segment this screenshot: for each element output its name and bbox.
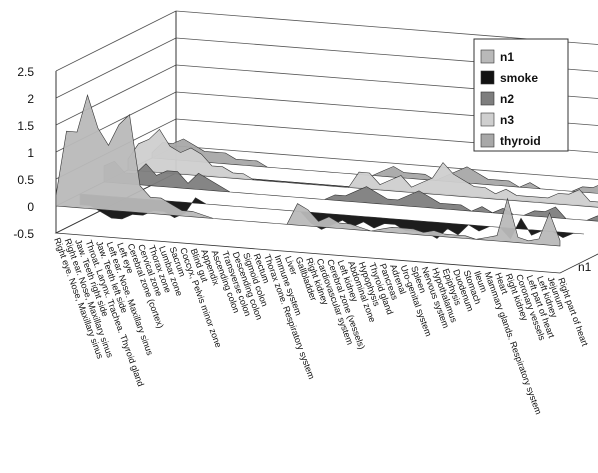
legend-label-thyroid: thyroid bbox=[500, 134, 541, 148]
gridline-side bbox=[55, 64, 177, 126]
legend-swatch-n3 bbox=[480, 112, 495, 127]
gridline bbox=[175, 10, 598, 45]
y-tick-label: -0.5 bbox=[13, 227, 34, 241]
legend: n1 smoke n2 n3 thyroid bbox=[473, 38, 569, 152]
y-axis-ticks: 2.5 2 1.5 1 0.5 0 -0.5 bbox=[13, 65, 34, 241]
y-tick-label: 1 bbox=[27, 146, 34, 160]
legend-swatch-thyroid bbox=[480, 133, 495, 148]
y-tick-label: 2.5 bbox=[17, 65, 34, 79]
legend-swatch-n2 bbox=[480, 91, 495, 106]
gridline-side bbox=[55, 10, 177, 72]
series-area-n3 bbox=[127, 128, 598, 208]
x-tick-label: Right part of heart bbox=[556, 276, 590, 348]
series-layer bbox=[55, 94, 598, 247]
gridline-side bbox=[55, 37, 177, 99]
legend-label-n3: n3 bbox=[500, 113, 514, 127]
depth-axis-label: n1 bbox=[578, 260, 592, 274]
gridline bbox=[175, 145, 598, 180]
y-tick-label: 2 bbox=[27, 92, 34, 106]
y-tick-label: 1.5 bbox=[17, 119, 34, 133]
series-area-smoke bbox=[79, 193, 585, 240]
series-area-n1 bbox=[55, 94, 561, 247]
legend-label-n1: n1 bbox=[500, 50, 514, 64]
gridline bbox=[175, 37, 598, 72]
legend-label-smoke: smoke bbox=[500, 71, 538, 85]
y-tick-label: 0 bbox=[27, 200, 34, 214]
legend-swatch-n1 bbox=[480, 49, 495, 64]
gridline bbox=[175, 64, 598, 99]
legend-label-n2: n2 bbox=[500, 92, 514, 106]
gridline bbox=[175, 91, 598, 126]
y-tick-label: 0.5 bbox=[17, 173, 34, 187]
gridline bbox=[175, 118, 598, 153]
legend-swatch-smoke bbox=[480, 70, 495, 85]
series-area-thyroid bbox=[151, 138, 598, 194]
